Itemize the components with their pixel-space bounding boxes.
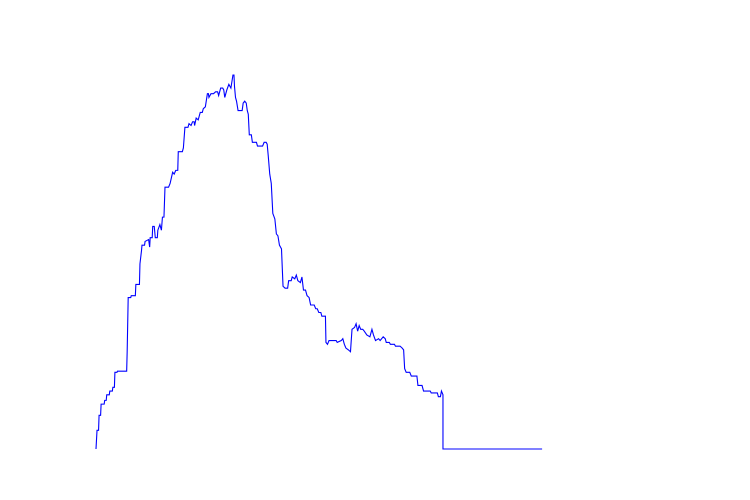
plot-area <box>95 74 543 450</box>
series-line-0 <box>95 74 543 450</box>
